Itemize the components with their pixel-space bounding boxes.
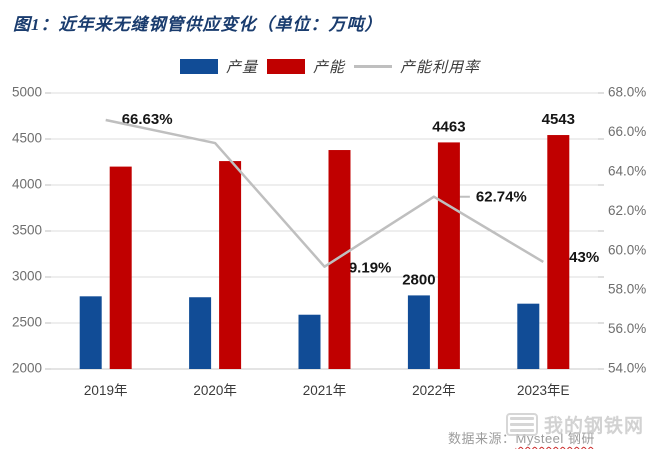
- bar-value-label: 4543: [542, 111, 575, 128]
- legend-item-capacity: 产能: [266, 56, 345, 77]
- utilization-line-swatch-icon: [354, 64, 392, 68]
- legend-label-production: 产量: [225, 59, 258, 76]
- x-axis-label-2021年: 2021年: [303, 383, 347, 398]
- right-axis-label: 56.0%: [608, 321, 646, 336]
- mysteel-logo-icon: [506, 413, 538, 436]
- legend-item-production: 产量: [179, 56, 258, 77]
- left-axis-label: 3000: [12, 269, 42, 284]
- right-axis-label: 66.0%: [608, 124, 646, 139]
- right-axis-label: 58.0%: [608, 282, 646, 297]
- bar-产能-2020年: [219, 161, 242, 369]
- left-axis-label: 2500: [12, 315, 42, 330]
- left-axis-label: 3500: [12, 223, 42, 238]
- utilization-value-label: 62.74%: [476, 189, 527, 206]
- chart-title: 图1：近年来无缝钢管供应变化（单位：万吨）: [13, 15, 383, 34]
- right-axis-label: 60.0%: [608, 242, 646, 257]
- bar-产量-2022年: [407, 295, 430, 369]
- left-axis-label: 5000: [12, 85, 42, 100]
- utilization-value-label: 66.63%: [122, 111, 173, 128]
- bar-产量-2020年: [189, 297, 212, 369]
- bar-产能-2022年: [437, 142, 460, 369]
- production-swatch-icon: [179, 58, 218, 74]
- bar-产量-2023年E: [517, 303, 540, 369]
- bar-value-label: 4463: [432, 118, 465, 135]
- bar-value-label: 2800: [402, 271, 435, 288]
- chart-legend: 产量 产能 产能利用率: [0, 55, 660, 77]
- source-prefix: 数据来源：: [448, 431, 516, 446]
- legend-label-capacity: 产能: [312, 59, 345, 76]
- watermark: 我的钢铁网: [506, 411, 644, 438]
- right-axis-label: 62.0%: [608, 203, 646, 218]
- bar-产量-2021年: [298, 314, 321, 369]
- x-axis-label-2023年E: 2023年E: [517, 383, 570, 398]
- utilization-value-label: 59.19%: [341, 260, 392, 277]
- x-axis-label-2019年: 2019年: [84, 383, 128, 398]
- bar-产能-2019年: [109, 166, 132, 369]
- left-axis-label: 4000: [12, 177, 42, 192]
- x-axis-label-2022年: 2022年: [412, 383, 456, 398]
- bar-产能-2023年E: [547, 135, 570, 369]
- utilization-line: [105, 118, 544, 268]
- x-axis-label-2020年: 2020年: [193, 383, 237, 398]
- right-axis-label: 68.0%: [608, 85, 646, 100]
- left-axis-label: 2000: [12, 361, 42, 376]
- legend-item-utilization: 产能利用率: [354, 56, 480, 77]
- right-axis-label: 54.0%: [608, 361, 646, 376]
- bar-产能-2021年: [328, 150, 351, 369]
- left-axis-label: 4500: [12, 131, 42, 146]
- bar-产量-2019年: [79, 296, 102, 369]
- legend-label-utilization: 产能利用率: [400, 59, 481, 76]
- watermark-text: 我的钢铁网: [544, 416, 645, 437]
- capacity-swatch-icon: [266, 58, 305, 74]
- right-axis-label: 64.0%: [608, 163, 646, 178]
